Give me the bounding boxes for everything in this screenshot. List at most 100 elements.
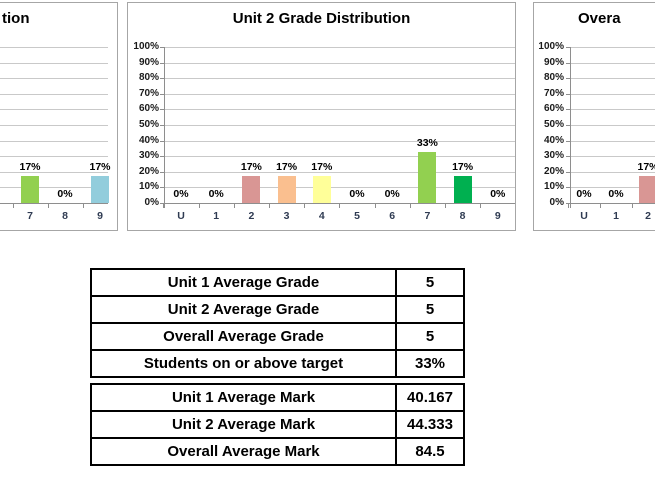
x-axis-tick-mark <box>632 204 633 208</box>
gridline <box>164 47 515 48</box>
bar-value-label: 17% <box>276 161 298 173</box>
y-axis-tick-label: 80% <box>138 72 159 84</box>
table-row: Unit 1 Average Mark 40.167 <box>90 383 465 412</box>
x-axis-line <box>0 203 108 204</box>
overall-grade-distribution-chart[interactable]: Overa 100% 90% 80% 70% 60% 50% 40% 30% 20% 10% 0% 0… <box>533 2 655 231</box>
metric-value-cell[interactable]: 5 <box>395 295 465 324</box>
y-axis-tick-label: 40% <box>138 134 159 146</box>
x-axis-category-label: 8 <box>62 210 68 222</box>
y-axis-tick-label: 70% <box>138 87 159 99</box>
gridline <box>570 156 655 158</box>
y-axis-tick-label: 20% <box>543 165 564 177</box>
bar-grade-8 <box>453 176 472 203</box>
x-axis-tick-mark <box>568 204 569 208</box>
y-axis-tick-mark <box>160 78 164 80</box>
gridline <box>570 125 655 126</box>
plot-area: 17% 7 0% 8 17% 9 <box>0 3 117 230</box>
y-axis-tick-label: 30% <box>138 150 159 162</box>
chart-title: Unit 2 Grade Distribution <box>232 10 411 27</box>
grade-summary-table: Unit 1 Average Grade 5 Unit 2 Average Grad… <box>90 268 465 378</box>
x-axis-tick-mark <box>515 204 516 208</box>
x-axis-tick-mark <box>198 204 200 208</box>
metric-value-cell[interactable]: 5 <box>395 322 465 351</box>
gridline <box>0 47 108 48</box>
x-axis-tick-mark <box>374 204 376 208</box>
x-axis-category-label: U <box>580 210 588 222</box>
y-axis-tick-mark <box>160 140 164 142</box>
gridline <box>570 171 655 173</box>
y-axis-tick-label: 40% <box>543 134 564 146</box>
bar-value-label: 0% <box>384 188 400 200</box>
bar-grade-2 <box>242 176 261 203</box>
gridline <box>0 78 108 80</box>
metric-value-cell[interactable]: 44.333 <box>395 410 465 439</box>
metric-value-cell[interactable]: 40.167 <box>395 383 465 412</box>
y-axis-tick-mark <box>160 171 164 173</box>
y-axis-tick-label: 10% <box>543 181 564 193</box>
x-axis-tick-mark <box>409 204 411 208</box>
x-axis-category-label: 6 <box>389 210 396 222</box>
gridline <box>0 156 108 158</box>
x-axis-line <box>164 203 515 204</box>
bar-grade-7 <box>418 152 437 203</box>
gridline <box>570 140 655 142</box>
metric-label-cell[interactable]: Overall Average Mark <box>90 437 397 466</box>
metric-label-cell[interactable]: Unit 2 Average Mark <box>90 410 397 439</box>
bar-value-label: 33% <box>416 137 438 149</box>
table-row: Unit 2 Average Mark 44.333 <box>90 410 465 439</box>
gridline <box>0 187 108 189</box>
gridline <box>164 109 515 111</box>
bar-value-label: 0% <box>208 188 224 200</box>
y-axis-tick-mark <box>566 125 570 126</box>
metric-value-cell[interactable]: 84.5 <box>395 437 465 466</box>
bar-grade-3 <box>277 176 296 203</box>
y-axis-tick-label: 20% <box>138 165 159 177</box>
metric-label-cell[interactable]: Students on or above target <box>90 349 397 378</box>
gridline <box>164 171 515 173</box>
y-axis-tick-mark <box>566 140 570 142</box>
x-axis-category-label: 2 <box>645 210 651 222</box>
bar-grade-2 <box>639 176 655 203</box>
x-axis-tick-mark <box>269 204 270 208</box>
y-axis-tick-label: 100% <box>133 41 159 52</box>
table-row: Unit 2 Average Grade 5 <box>90 295 465 324</box>
x-axis-tick-mark <box>600 204 601 208</box>
y-axis-tick-mark <box>566 78 570 80</box>
metric-value-cell[interactable]: 33% <box>395 349 465 378</box>
y-axis-tick-label: 60% <box>138 103 159 115</box>
gridline <box>0 140 108 142</box>
bar-value-label: 0% <box>173 188 189 200</box>
x-axis-category-label: 4 <box>318 210 325 222</box>
x-axis-category-label: 1 <box>613 210 619 222</box>
unit2-grade-distribution-chart[interactable]: Unit 2 Grade Distribution 100% 90% 80% 70% 6… <box>127 2 516 231</box>
x-axis-tick-mark <box>82 204 84 208</box>
unit1-grade-distribution-chart[interactable]: tion 17% 7 0% 8 17% 9 <box>0 2 118 231</box>
gridline <box>164 125 515 126</box>
chart-title-partial: Overa <box>578 10 621 27</box>
y-axis-tick-mark <box>160 62 164 64</box>
metric-label-cell[interactable]: Overall Average Grade <box>90 322 397 351</box>
y-axis-tick-label: 60% <box>543 103 564 115</box>
table-row: Students on or above target 33% <box>90 349 465 378</box>
metric-label-cell[interactable]: Unit 1 Average Mark <box>90 383 397 412</box>
y-axis-tick-mark <box>566 187 570 189</box>
gridline <box>164 140 515 142</box>
y-axis-tick-mark <box>566 47 570 48</box>
x-axis-tick-mark <box>445 204 446 208</box>
metric-label-cell[interactable]: Unit 1 Average Grade <box>90 268 397 297</box>
y-axis-tick-mark <box>160 156 164 158</box>
gridline <box>0 125 108 126</box>
y-axis-tick-label: 50% <box>138 119 159 130</box>
y-axis-tick-label: 90% <box>138 56 159 68</box>
gridline <box>570 187 655 189</box>
y-axis-tick-label: 80% <box>543 72 564 84</box>
metric-value-cell[interactable]: 5 <box>395 268 465 297</box>
y-axis-tick-label: 50% <box>543 119 564 130</box>
y-axis-tick-mark <box>160 93 164 95</box>
metric-label-cell[interactable]: Unit 2 Average Grade <box>90 295 397 324</box>
y-axis-tick-label: 0% <box>549 197 564 208</box>
y-axis-tick-label: 0% <box>144 197 159 208</box>
y-axis-tick-label: 90% <box>543 56 564 68</box>
x-axis-tick-mark <box>163 204 165 208</box>
x-axis-category-label: U <box>177 210 185 222</box>
